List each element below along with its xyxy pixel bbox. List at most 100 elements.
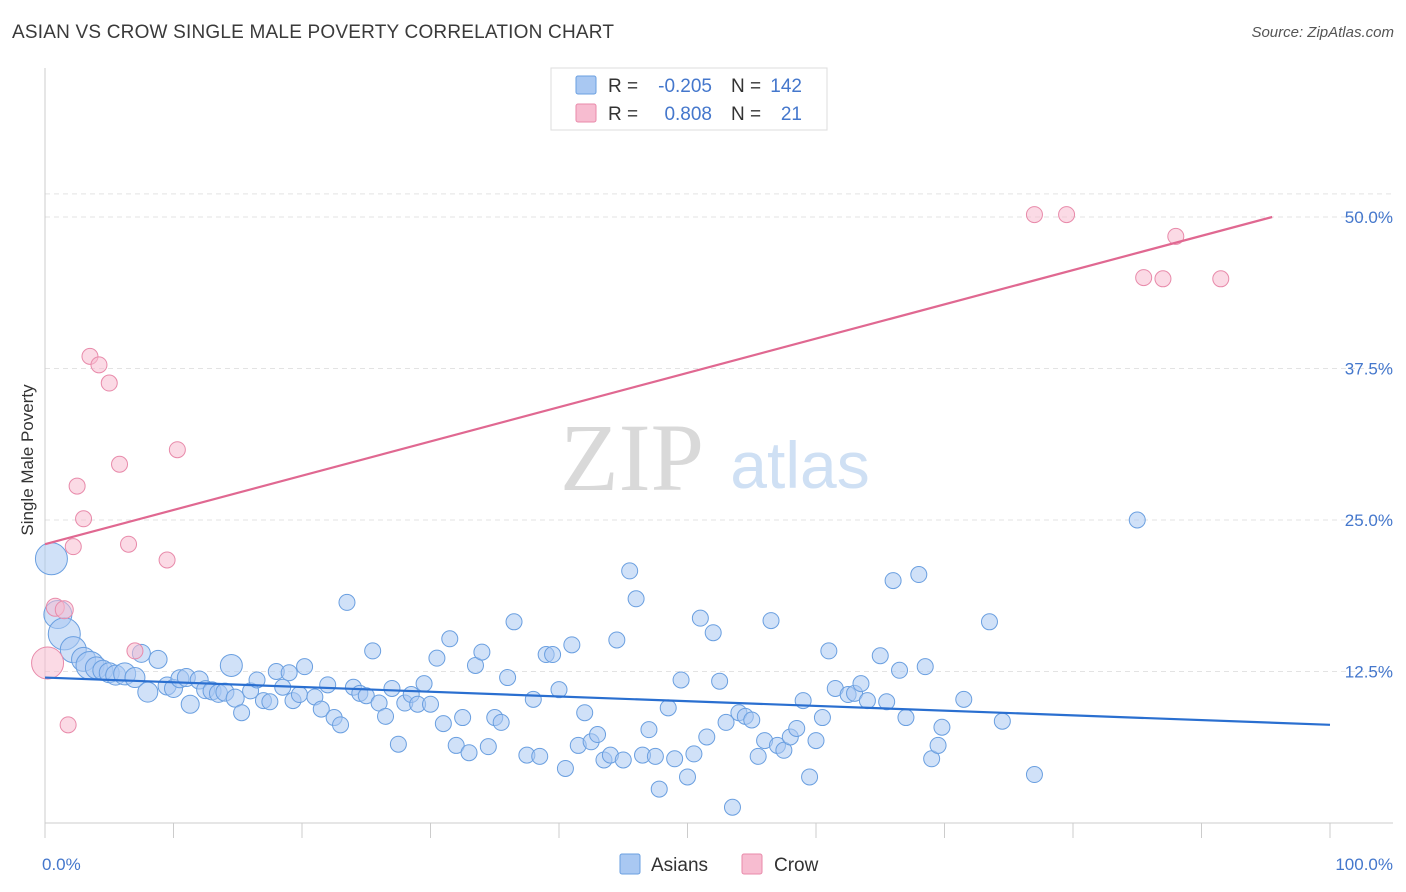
asian-point-62	[460, 744, 478, 762]
grid-lines	[45, 193, 1393, 672]
asian-point-43	[338, 593, 356, 611]
asian-point-40	[319, 676, 337, 694]
crow-point-3	[59, 716, 77, 734]
asian-point-11	[124, 667, 146, 689]
asian-point-121	[852, 675, 870, 693]
x-tick-labels: 0.0% 100.0%	[42, 855, 1393, 874]
asian-point-95	[679, 768, 696, 786]
asian-point-126	[891, 661, 909, 679]
legend-n-value-crow: 21	[781, 104, 802, 125]
y-tick-labels: 12.5% 25.0% 37.5% 50.0%	[1345, 208, 1393, 682]
crow-points	[31, 206, 1230, 734]
asian-point-72	[531, 747, 549, 765]
y-tick-label-2: 37.5%	[1345, 360, 1393, 379]
asian-point-60	[447, 736, 465, 754]
asian-point-129	[916, 658, 934, 676]
asian-point-101	[717, 713, 735, 731]
asian-point-117	[820, 642, 838, 660]
asian-point-99	[704, 624, 722, 642]
watermark-zip: ZIP	[560, 404, 704, 511]
asian-point-106	[749, 747, 767, 765]
bottom-legend: Asians Crow	[619, 853, 819, 876]
asian-point-47	[364, 642, 382, 660]
asian-point-68	[499, 669, 517, 687]
crow-point-0	[31, 646, 65, 680]
asian-point-46	[357, 687, 375, 705]
x-tick-label-0: 0.0%	[42, 855, 81, 874]
asians-points	[34, 511, 1146, 816]
asian-point-134	[980, 613, 998, 631]
asian-point-108	[762, 612, 780, 630]
asian-point-135	[993, 712, 1011, 730]
asian-point-137	[1128, 511, 1146, 529]
asian-point-34	[280, 664, 298, 682]
y-tick-label-3: 50.0%	[1345, 208, 1393, 227]
asian-point-57	[428, 649, 446, 667]
y-tick-label-0: 12.5%	[1345, 663, 1393, 682]
legend-swatch-crow	[575, 103, 597, 123]
crow-point-5	[68, 477, 86, 495]
crow-point-18	[1154, 270, 1172, 288]
crow-point-15	[1025, 206, 1043, 224]
asian-point-59	[441, 630, 459, 648]
asian-point-65	[479, 738, 497, 756]
legend-n-label-crow: N =	[731, 104, 761, 125]
crow-point-11	[120, 535, 138, 553]
asian-point-90	[646, 747, 664, 765]
asian-point-71	[524, 690, 542, 708]
asian-point-136	[1025, 766, 1043, 784]
asian-point-77	[563, 636, 581, 654]
asian-point-116	[813, 709, 831, 727]
crow-point-17	[1135, 269, 1153, 287]
asian-point-97	[691, 609, 709, 627]
asian-point-39	[312, 700, 330, 718]
top-legend-box	[550, 67, 828, 131]
x-tick-label-1: 100.0%	[1335, 855, 1393, 874]
asian-point-127	[897, 709, 915, 727]
crow-point-14	[168, 441, 186, 459]
asian-point-133	[955, 690, 973, 708]
asian-point-25	[219, 653, 243, 677]
asian-point-94	[672, 671, 690, 689]
asian-point-74	[544, 646, 562, 664]
asian-point-36	[290, 686, 308, 704]
asian-point-61	[454, 709, 472, 727]
asian-point-49	[377, 707, 395, 725]
asian-point-112	[788, 719, 806, 737]
legend-n-label-asians: N =	[731, 76, 761, 97]
legend-r-value-crow: 0.808	[664, 104, 712, 125]
asian-point-91	[650, 780, 668, 798]
crow-point-8	[90, 356, 108, 374]
legend-r-label-crow: R =	[608, 104, 638, 125]
asian-point-14	[148, 649, 168, 669]
bottom-legend-swatch-crow	[741, 853, 763, 875]
asian-point-122	[858, 692, 876, 710]
crow-point-12	[126, 642, 144, 660]
legend-r-value-asians: -0.205	[658, 76, 712, 97]
asian-point-114	[801, 768, 819, 786]
asian-point-98	[698, 728, 716, 746]
asian-point-86	[621, 562, 639, 580]
crow-point-13	[158, 551, 176, 569]
asian-point-29	[248, 671, 266, 689]
asian-point-96	[685, 745, 703, 763]
asian-point-123	[871, 647, 889, 665]
chart-source: Source: ZipAtlas.com	[1251, 24, 1394, 41]
asian-point-76	[556, 759, 574, 777]
asian-point-19	[180, 694, 200, 714]
asian-point-87	[627, 590, 645, 608]
legend-r-label-asians: R =	[608, 76, 638, 97]
asian-point-64	[473, 643, 491, 661]
crow-point-2	[54, 600, 74, 620]
bottom-legend-label-asians: Asians	[651, 855, 708, 876]
crow-point-6	[75, 510, 93, 528]
asian-point-37	[296, 658, 314, 676]
asian-point-84	[608, 631, 626, 649]
crow-point-16	[1058, 206, 1076, 224]
asian-point-27	[233, 704, 251, 722]
asian-point-0	[34, 542, 68, 576]
crow-point-10	[111, 455, 129, 473]
trend-line-asians	[44, 676, 1331, 726]
crow-point-9	[100, 374, 118, 392]
